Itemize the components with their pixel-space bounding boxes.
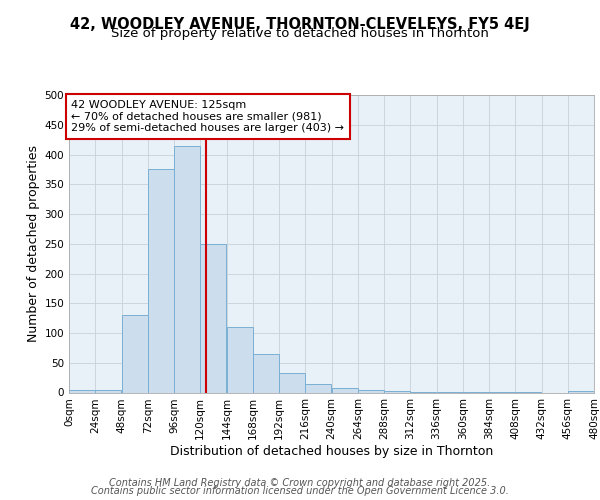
Bar <box>69 390 95 392</box>
Bar <box>122 315 148 392</box>
Bar <box>148 170 174 392</box>
Bar <box>95 390 121 392</box>
Bar <box>174 146 200 392</box>
Bar <box>384 390 410 392</box>
Bar <box>200 244 226 392</box>
Text: Size of property relative to detached houses in Thornton: Size of property relative to detached ho… <box>111 28 489 40</box>
Text: 42, WOODLEY AVENUE, THORNTON-CLEVELEYS, FY5 4EJ: 42, WOODLEY AVENUE, THORNTON-CLEVELEYS, … <box>70 18 530 32</box>
Bar <box>358 390 384 392</box>
Text: Contains public sector information licensed under the Open Government Licence 3.: Contains public sector information licen… <box>91 486 509 496</box>
Bar <box>568 390 594 392</box>
Text: 42 WOODLEY AVENUE: 125sqm
← 70% of detached houses are smaller (981)
29% of semi: 42 WOODLEY AVENUE: 125sqm ← 70% of detac… <box>71 100 344 133</box>
Bar <box>253 354 279 393</box>
Bar <box>332 388 358 392</box>
Bar <box>227 327 253 392</box>
Y-axis label: Number of detached properties: Number of detached properties <box>27 145 40 342</box>
Bar <box>279 374 305 392</box>
Bar <box>305 384 331 392</box>
X-axis label: Distribution of detached houses by size in Thornton: Distribution of detached houses by size … <box>170 445 493 458</box>
Text: Contains HM Land Registry data © Crown copyright and database right 2025.: Contains HM Land Registry data © Crown c… <box>109 478 491 488</box>
